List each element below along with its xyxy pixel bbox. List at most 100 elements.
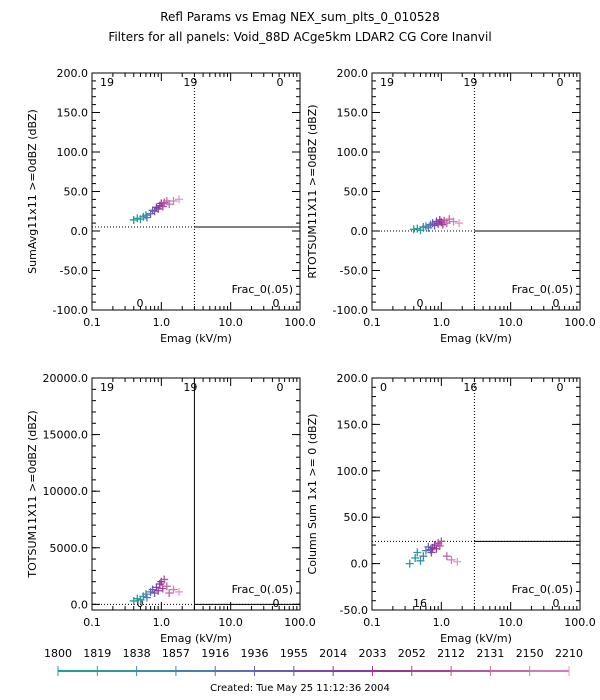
y-tick-label: 200.0 — [57, 67, 89, 80]
count-bottom-right: 0 — [273, 597, 280, 610]
y-axis-label: RTOTSUM11X11 >=0dBZ (dBZ) — [306, 104, 319, 278]
data-point — [409, 225, 418, 234]
panel-3: 0.1 1.0 10.0 100.0 0.0 5000.0 10000.0 15000.0 20… — [26, 372, 316, 645]
count-bottom-right: 0 — [273, 297, 280, 310]
data-point — [430, 541, 439, 550]
frac-annotation: Frac_0(.05) — [512, 583, 573, 596]
y-tick-label: 100.0 — [337, 465, 369, 478]
time-colorbar: 1800 1819 1838 1857 1916 1936 1955 2014 2033 2052… — [44, 647, 583, 676]
y-tick-label: 0.0 — [351, 225, 369, 238]
y-tick-label: -100.0 — [333, 304, 368, 317]
data-point — [416, 556, 425, 565]
count-bottom-left: 0 — [137, 297, 144, 310]
count-top-mid: 19 — [463, 76, 477, 89]
data-point — [455, 219, 464, 228]
chart-subtitle: Filters for all panels: Void_88D ACge5km… — [108, 30, 492, 44]
panel-1: 0.1 1.0 10.0 100.0 -100.0 -50.0 0.0 50.0 100.0 15… — [26, 67, 316, 345]
x-tick-label: 10.0 — [498, 616, 523, 629]
data-point — [438, 220, 447, 229]
y-tick-label: 5000.0 — [50, 542, 89, 555]
data-point — [141, 590, 150, 599]
x-tick-label: 10.0 — [218, 616, 243, 629]
data-point — [160, 575, 169, 584]
count-bottom-right: 0 — [553, 597, 560, 610]
colorbar-label: 2014 — [319, 647, 347, 660]
data-point — [413, 548, 422, 557]
count-top-left: 0 — [380, 381, 387, 394]
y-tick-label: 200.0 — [337, 67, 369, 80]
data-point — [175, 195, 184, 204]
colorbar-label: 2150 — [516, 647, 544, 660]
count-top-left: 19 — [380, 76, 394, 89]
y-tick-label: 0.0 — [71, 598, 89, 611]
count-top-left: 19 — [100, 76, 114, 89]
x-tick-label: 0.1 — [83, 616, 101, 629]
data-point — [435, 541, 444, 550]
data-point — [142, 213, 151, 222]
count-bottom-left: 16 — [413, 597, 427, 610]
data-point — [437, 537, 446, 546]
data-point — [445, 215, 454, 224]
y-axis-label: Column Sum 1x1 >= 0 (dBZ) — [306, 414, 319, 575]
y-tick-label: 50.0 — [344, 186, 369, 199]
count-bottom-right: 0 — [553, 297, 560, 310]
data-point — [430, 221, 439, 230]
data-point — [158, 584, 167, 593]
data-point — [419, 552, 428, 561]
count-top-mid: 19 — [183, 76, 197, 89]
y-axis-label: SumAvg11x11 >=0dBZ (dBZ) — [26, 109, 39, 274]
x-tick-label: 100.0 — [284, 616, 316, 629]
colorbar-label: 1857 — [162, 647, 190, 660]
frac-annotation: Frac_0(.05) — [512, 283, 573, 296]
data-point — [175, 587, 184, 596]
data-point — [453, 557, 462, 566]
x-tick-label: 10.0 — [498, 316, 523, 329]
y-tick-label: 0.0 — [71, 225, 89, 238]
x-axis-label: Emag (kV/m) — [440, 632, 512, 645]
data-point — [427, 548, 436, 557]
x-axis-label: Emag (kV/m) — [160, 332, 232, 345]
colorbar-label: 2210 — [555, 647, 583, 660]
y-axis-label: TOTSUM11X11 >=0dBZ (dBZ) — [26, 410, 39, 578]
x-tick-label: 1.0 — [153, 316, 171, 329]
plot-frame — [371, 72, 581, 311]
y-tick-label: -100.0 — [53, 304, 88, 317]
y-tick-label: -50.0 — [340, 604, 368, 617]
plot-frame — [91, 377, 301, 611]
data-point — [152, 583, 161, 592]
chart-title: Refl Params vs Emag NEX_sum_plts_0_01052… — [160, 10, 440, 24]
y-tick-label: 100.0 — [337, 146, 369, 159]
x-axis-label: Emag (kV/m) — [440, 332, 512, 345]
x-tick-label: 0.1 — [83, 316, 101, 329]
x-tick-label: 10.0 — [218, 316, 243, 329]
y-tick-label: 10000.0 — [43, 485, 89, 498]
count-top-right: 0 — [277, 76, 284, 89]
count-top-left: 19 — [100, 381, 114, 394]
x-tick-label: 100.0 — [564, 316, 596, 329]
x-tick-label: 0.1 — [363, 616, 381, 629]
data-point — [169, 196, 178, 205]
colorbar-label: 2052 — [398, 647, 426, 660]
y-tick-label: 150.0 — [337, 107, 369, 120]
colorbar-label: 2033 — [358, 647, 386, 660]
x-tick-label: 1.0 — [433, 616, 451, 629]
data-point — [165, 200, 174, 209]
count-bottom-left: 0 — [417, 297, 424, 310]
data-point — [142, 593, 151, 602]
y-tick-label: 200.0 — [337, 372, 369, 385]
data-point — [442, 552, 451, 561]
data-point — [411, 554, 420, 563]
y-tick-label: 50.0 — [344, 511, 369, 524]
y-tick-label: 15000.0 — [43, 429, 89, 442]
data-point — [154, 586, 163, 595]
data-point — [449, 217, 458, 226]
colorbar-label: 1819 — [83, 647, 111, 660]
frac-annotation: Frac_0(.05) — [232, 583, 293, 596]
x-tick-label: 1.0 — [433, 316, 451, 329]
data-point — [165, 589, 174, 598]
y-tick-label: 150.0 — [57, 107, 89, 120]
y-tick-label: 150.0 — [337, 418, 369, 431]
colorbar-label: 1955 — [280, 647, 308, 660]
x-tick-label: 0.1 — [363, 316, 381, 329]
